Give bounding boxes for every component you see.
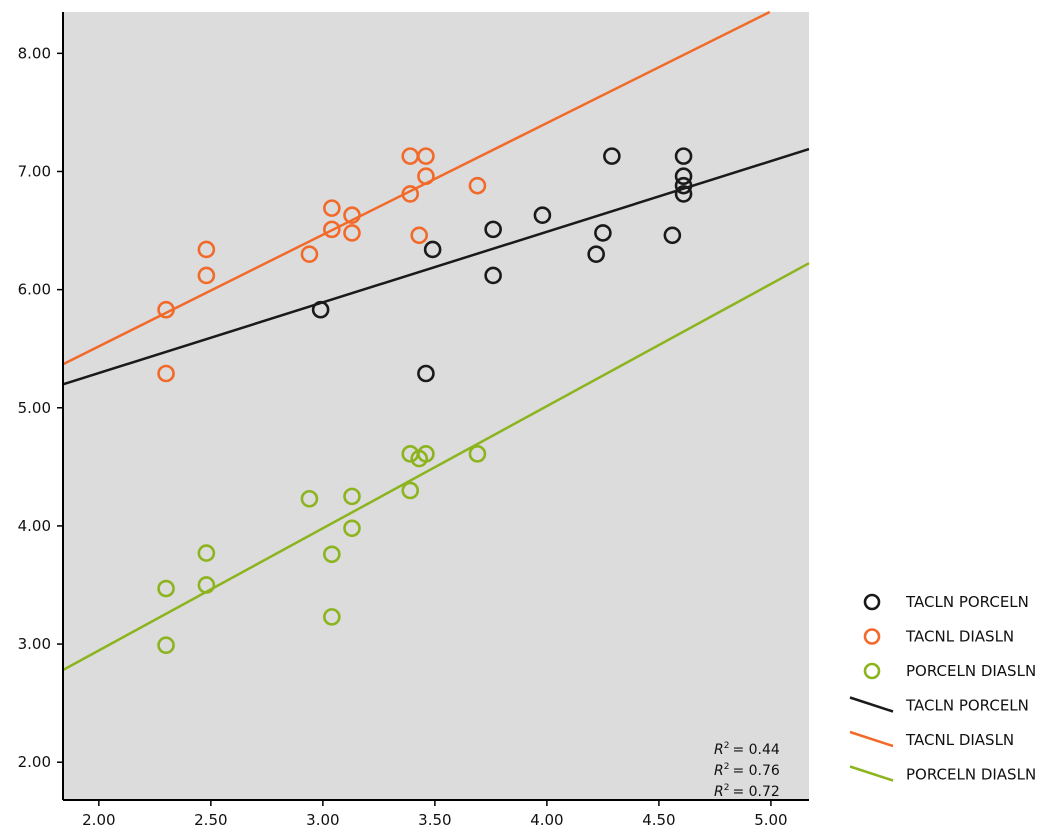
r-squared-value: = 0.72 (732, 784, 779, 800)
point-series-1 (423, 240, 442, 259)
legend-marker-1 (863, 593, 881, 611)
r-squared-value: = 0.44 (732, 742, 779, 758)
y-tick-label: 5.00 (18, 399, 51, 417)
point-series-1 (311, 300, 330, 319)
y-tick-label: 3.00 (18, 635, 51, 653)
x-tick-label: 3.00 (306, 811, 339, 829)
y-tick-label: 6.00 (18, 281, 51, 299)
point-series-1 (603, 147, 621, 165)
r-symbol: R (714, 784, 724, 800)
point-series-3 (197, 544, 216, 562)
r-squared-value: = 0.76 (732, 763, 779, 779)
point-series-3 (197, 576, 216, 594)
x-tick-label: 4.50 (642, 811, 675, 829)
point-series-3 (300, 489, 319, 508)
point-series-2 (323, 199, 341, 217)
point-series-3 (323, 608, 341, 626)
point-series-1 (484, 220, 502, 239)
point-series-1 (417, 364, 435, 383)
point-series-3 (157, 579, 175, 598)
x-tick-label: 5.00 (754, 811, 787, 829)
y-tick-label: 8.00 (18, 44, 51, 62)
point-series-3 (343, 487, 361, 506)
r-exponent: 2 (724, 762, 730, 772)
point-series-1 (663, 226, 682, 245)
x-tick-label: 3.50 (418, 811, 451, 829)
r-symbol: R (714, 763, 724, 779)
r-symbol: R (714, 742, 724, 758)
legend-line-2 (849, 730, 894, 748)
y-tick-label: 7.00 (18, 162, 51, 180)
r-squared-line: R2 = 0.44 (714, 741, 780, 758)
point-series-2 (300, 245, 319, 263)
legend-label: PORCELN DIASLN (906, 662, 1036, 680)
point-series-1 (587, 245, 605, 263)
legend-marker-2 (863, 628, 881, 645)
point-series-1 (674, 185, 693, 203)
legend-label: TACNL DIASLN (905, 731, 1014, 749)
point-series-2 (323, 220, 341, 239)
point-series-3 (417, 445, 435, 463)
r-squared-line: R2 = 0.76 (714, 762, 780, 779)
point-series-2 (197, 266, 216, 285)
point-series-3 (401, 481, 420, 500)
point-series-2 (343, 206, 361, 225)
plot-area (63, 12, 809, 800)
point-series-2 (417, 167, 435, 186)
legend-line-1 (849, 696, 894, 713)
y-axis-ticks: 2.00 3.00 4.00 5.00 6.00 7.00 8.00 (18, 44, 63, 771)
point-series-1 (484, 266, 502, 285)
fit-line-1 (62, 147, 810, 386)
fit-line-3 (62, 262, 810, 672)
point-series-2 (343, 224, 361, 242)
point-series-2 (417, 147, 435, 165)
point-series-2 (157, 300, 175, 319)
data-points (157, 147, 693, 655)
point-series-1 (674, 167, 693, 186)
legend-line-3 (849, 765, 894, 782)
point-series-2 (410, 226, 428, 245)
x-tick-label: 2.50 (194, 811, 227, 829)
point-series-3 (468, 445, 487, 463)
point-series-2 (157, 364, 175, 383)
y-tick-label: 4.00 (18, 517, 51, 535)
point-series-1 (674, 147, 693, 165)
legend-label: TACLN PORCELN (905, 697, 1029, 715)
r-squared-line: R2 = 0.72 (714, 783, 780, 800)
legend: TACLN PORCELN TACNL DIASLN PORCELN DIASLN T… (849, 593, 1036, 784)
x-tick-label: 4.00 (530, 811, 563, 829)
point-series-1 (594, 224, 612, 242)
point-series-3 (343, 519, 361, 538)
legend-marker-3 (863, 662, 881, 680)
point-series-1 (533, 206, 552, 225)
legend-label: TACNL DIASLN (905, 628, 1014, 646)
x-tick-label: 2.00 (82, 811, 115, 829)
x-axis-ticks: 2.00 2.50 3.00 3.50 4.00 4.50 5.00 (82, 800, 788, 829)
point-series-3 (157, 636, 175, 655)
point-series-2 (197, 240, 216, 259)
legend-label: TACLN PORCELN (905, 593, 1029, 611)
point-series-3 (323, 545, 341, 564)
y-tick-label: 2.00 (18, 753, 51, 771)
legend-label: PORCELN DIASLN (906, 766, 1036, 784)
point-series-2 (468, 176, 487, 195)
r-exponent: 2 (724, 741, 730, 751)
point-series-1 (674, 176, 693, 195)
point-series-2 (401, 185, 420, 203)
r-exponent: 2 (724, 783, 730, 793)
